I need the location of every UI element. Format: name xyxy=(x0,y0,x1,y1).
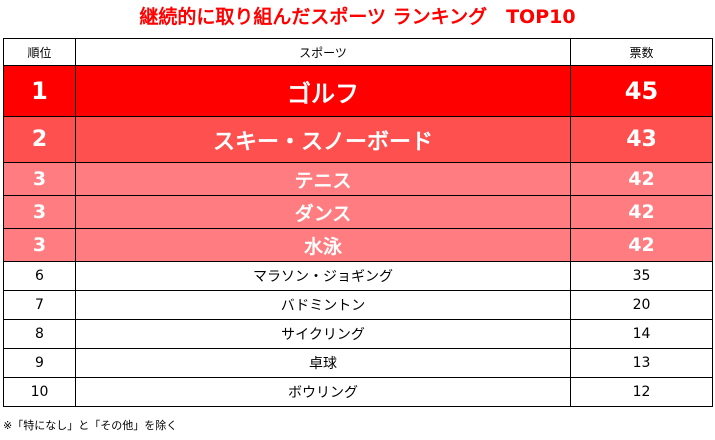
sport-cell: サイクリング xyxy=(75,319,571,349)
table-row: 7 バドミントン 20 xyxy=(3,290,713,320)
table-row: 10 ボウリング 12 xyxy=(3,377,713,407)
table-row: 9 卓球 13 xyxy=(3,348,713,378)
rank-cell: 9 xyxy=(3,348,76,378)
table-row: 6 マラソン・ジョギング 35 xyxy=(3,261,713,291)
rank-cell: 1 xyxy=(3,65,76,117)
votes-cell: 42 xyxy=(570,195,713,229)
sport-cell: バドミントン xyxy=(75,290,571,320)
table-row: 1 ゴルフ 45 xyxy=(3,65,713,117)
votes-cell: 43 xyxy=(570,116,713,163)
rank-cell: 3 xyxy=(3,162,76,196)
votes-cell: 12 xyxy=(570,377,713,407)
rank-cell: 6 xyxy=(3,261,76,291)
sport-cell: マラソン・ジョギング xyxy=(75,261,571,291)
sport-cell: ゴルフ xyxy=(75,65,571,117)
header-votes: 票数 xyxy=(570,38,713,66)
votes-cell: 13 xyxy=(570,348,713,378)
footnote: ※「特になし」と「その他」を除く xyxy=(3,419,178,432)
header-rank: 順位 xyxy=(3,38,76,66)
votes-cell: 14 xyxy=(570,319,713,349)
table-header-row: 順位 スポーツ 票数 xyxy=(3,38,713,66)
sport-cell: テニス xyxy=(75,162,571,196)
rank-cell: 2 xyxy=(3,116,76,163)
sport-cell: ボウリング xyxy=(75,377,571,407)
table-row: 2 スキー・スノーボード 43 xyxy=(3,116,713,163)
votes-cell: 35 xyxy=(570,261,713,291)
table-row: 8 サイクリング 14 xyxy=(3,319,713,349)
table-row: 3 ダンス 42 xyxy=(3,195,713,229)
page-title: 継続的に取り組んだスポーツ ランキング TOP10 xyxy=(139,6,576,28)
ranking-table: 順位 スポーツ 票数 1 ゴルフ 45 2 スキー・スノーボード 43 3 テニ… xyxy=(3,38,713,407)
rank-cell: 8 xyxy=(3,319,76,349)
header-sport: スポーツ xyxy=(75,38,571,66)
rank-cell: 3 xyxy=(3,228,76,262)
votes-cell: 42 xyxy=(570,228,713,262)
rank-cell: 3 xyxy=(3,195,76,229)
sport-cell: 水泳 xyxy=(75,228,571,262)
table-row: 3 水泳 42 xyxy=(3,228,713,262)
votes-cell: 45 xyxy=(570,65,713,117)
rank-cell: 10 xyxy=(3,377,76,407)
sport-cell: スキー・スノーボード xyxy=(75,116,571,163)
votes-cell: 42 xyxy=(570,162,713,196)
sport-cell: 卓球 xyxy=(75,348,571,378)
votes-cell: 20 xyxy=(570,290,713,320)
sport-cell: ダンス xyxy=(75,195,571,229)
table-row: 3 テニス 42 xyxy=(3,162,713,196)
rank-cell: 7 xyxy=(3,290,76,320)
